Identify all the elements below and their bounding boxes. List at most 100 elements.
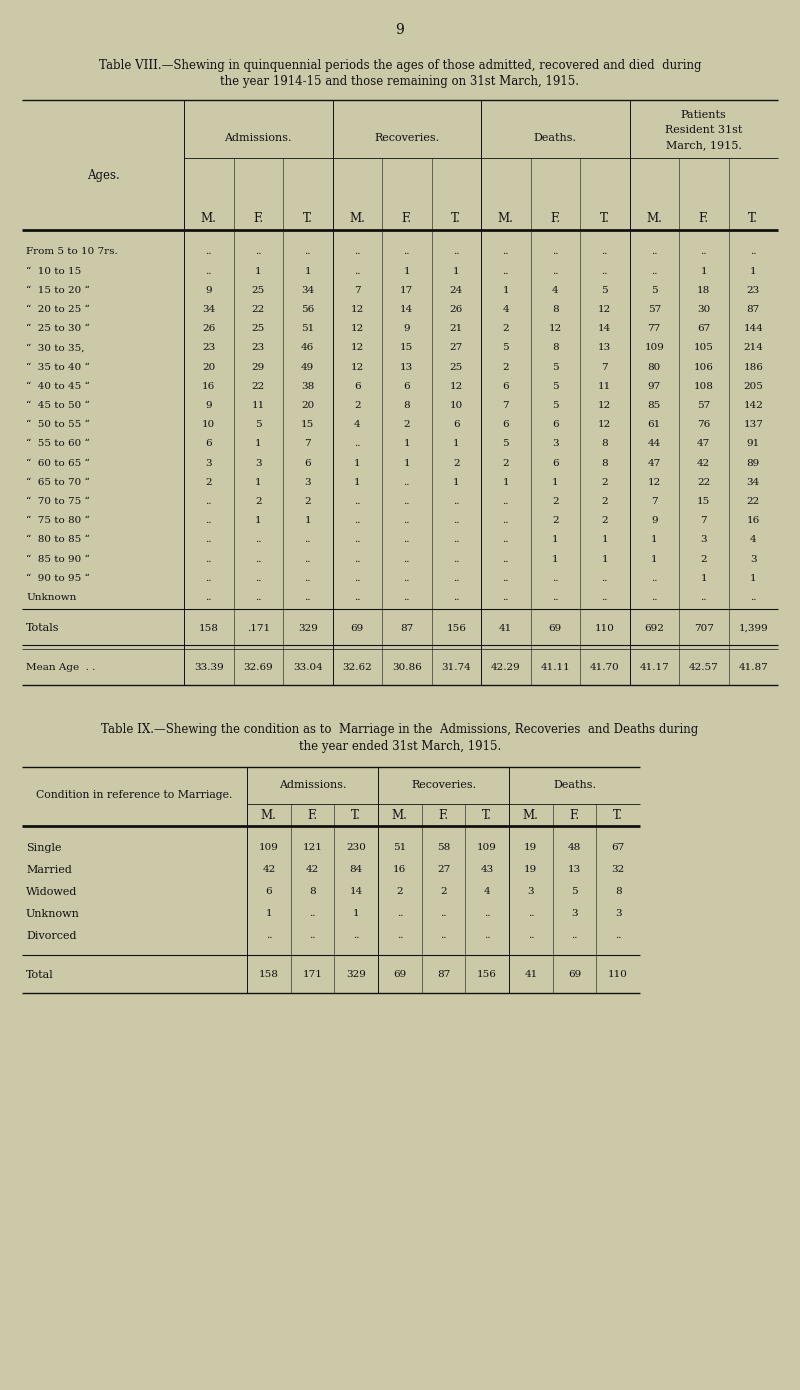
Text: 67: 67	[697, 324, 710, 334]
Text: 42.57: 42.57	[689, 663, 718, 673]
Text: 16: 16	[394, 866, 406, 874]
Text: 69: 69	[394, 970, 406, 980]
Text: 10: 10	[202, 420, 215, 430]
Text: ..: ..	[502, 574, 509, 582]
Text: 5: 5	[502, 343, 509, 353]
Text: “  20 to 25 “: “ 20 to 25 “	[26, 304, 90, 314]
Text: F.: F.	[253, 211, 263, 225]
Text: 22: 22	[697, 478, 710, 486]
Text: 87: 87	[400, 624, 414, 632]
Text: Divorced: Divorced	[26, 931, 77, 941]
Text: 1: 1	[453, 267, 459, 275]
Text: ..: ..	[310, 909, 316, 919]
Text: Married: Married	[26, 865, 72, 874]
Text: 4: 4	[484, 887, 490, 897]
Text: 1: 1	[255, 439, 262, 449]
Text: 1: 1	[255, 478, 262, 486]
Text: 3: 3	[527, 887, 534, 897]
Text: 67: 67	[611, 844, 625, 852]
Text: ..: ..	[403, 535, 410, 545]
Text: ..: ..	[206, 535, 212, 545]
Text: 57: 57	[648, 304, 661, 314]
Text: 41: 41	[524, 970, 538, 980]
Text: 47: 47	[648, 459, 661, 467]
Text: 186: 186	[743, 363, 763, 371]
Text: Widowed: Widowed	[26, 887, 78, 897]
Text: 1: 1	[403, 459, 410, 467]
Text: ..: ..	[453, 594, 459, 602]
Text: “  65 to 70 “: “ 65 to 70 “	[26, 478, 90, 486]
Text: 108: 108	[694, 382, 714, 391]
Text: 1,399: 1,399	[738, 624, 768, 632]
Text: ..: ..	[651, 594, 658, 602]
Text: ..: ..	[502, 516, 509, 525]
Text: ..: ..	[354, 498, 361, 506]
Text: 1: 1	[353, 909, 359, 919]
Text: ..: ..	[502, 535, 509, 545]
Text: 42: 42	[697, 459, 710, 467]
Text: 25: 25	[252, 286, 265, 295]
Text: 80: 80	[648, 363, 661, 371]
Text: 5: 5	[651, 286, 658, 295]
Text: ..: ..	[255, 247, 262, 257]
Text: 12: 12	[350, 324, 364, 334]
Text: 3: 3	[701, 535, 707, 545]
Text: ..: ..	[552, 594, 558, 602]
Text: Patients: Patients	[681, 110, 726, 120]
Text: 7: 7	[602, 363, 608, 371]
Text: F.: F.	[438, 809, 449, 823]
Text: ..: ..	[453, 516, 459, 525]
Text: ..: ..	[354, 439, 361, 449]
Text: 21: 21	[450, 324, 463, 334]
Text: ..: ..	[602, 267, 608, 275]
Text: 34: 34	[746, 478, 760, 486]
Text: 1: 1	[602, 555, 608, 564]
Text: 1: 1	[453, 439, 459, 449]
Text: “  70 to 75 “: “ 70 to 75 “	[26, 498, 90, 506]
Text: 16: 16	[202, 382, 215, 391]
Text: 22: 22	[746, 498, 760, 506]
Text: ..: ..	[615, 931, 622, 941]
Text: 25: 25	[450, 363, 463, 371]
Text: 85: 85	[648, 402, 661, 410]
Text: ..: ..	[651, 247, 658, 257]
Text: 3: 3	[750, 555, 757, 564]
Text: 1: 1	[453, 478, 459, 486]
Text: 27: 27	[450, 343, 463, 353]
Text: ..: ..	[403, 247, 410, 257]
Text: “  60 to 65 “: “ 60 to 65 “	[26, 459, 90, 467]
Text: 4: 4	[750, 535, 757, 545]
Text: “  45 to 50 “: “ 45 to 50 “	[26, 402, 90, 410]
Text: ..: ..	[403, 555, 410, 564]
Text: T.: T.	[451, 211, 461, 225]
Text: 106: 106	[694, 363, 714, 371]
Text: ..: ..	[502, 498, 509, 506]
Text: 49: 49	[301, 363, 314, 371]
Text: 8: 8	[615, 887, 622, 897]
Text: 2: 2	[602, 478, 608, 486]
Text: 42.29: 42.29	[491, 663, 521, 673]
Text: 23: 23	[746, 286, 760, 295]
Text: ..: ..	[602, 594, 608, 602]
Text: ..: ..	[397, 931, 403, 941]
Text: 2: 2	[255, 498, 262, 506]
Text: 19: 19	[524, 866, 538, 874]
Text: 109: 109	[478, 844, 497, 852]
Text: ..: ..	[354, 247, 361, 257]
Text: 38: 38	[301, 382, 314, 391]
Text: T.: T.	[303, 211, 313, 225]
Text: 32.69: 32.69	[243, 663, 273, 673]
Text: 2: 2	[552, 498, 558, 506]
Text: ..: ..	[750, 594, 757, 602]
Text: 214: 214	[743, 343, 763, 353]
Text: ..: ..	[353, 931, 359, 941]
Text: 4: 4	[502, 304, 509, 314]
Text: 1: 1	[305, 267, 311, 275]
Text: Admissions.: Admissions.	[278, 780, 346, 790]
Text: ..: ..	[255, 535, 262, 545]
Text: ..: ..	[403, 498, 410, 506]
Text: 3: 3	[552, 439, 558, 449]
Text: 8: 8	[602, 439, 608, 449]
Text: 13: 13	[568, 866, 581, 874]
Text: 1: 1	[255, 267, 262, 275]
